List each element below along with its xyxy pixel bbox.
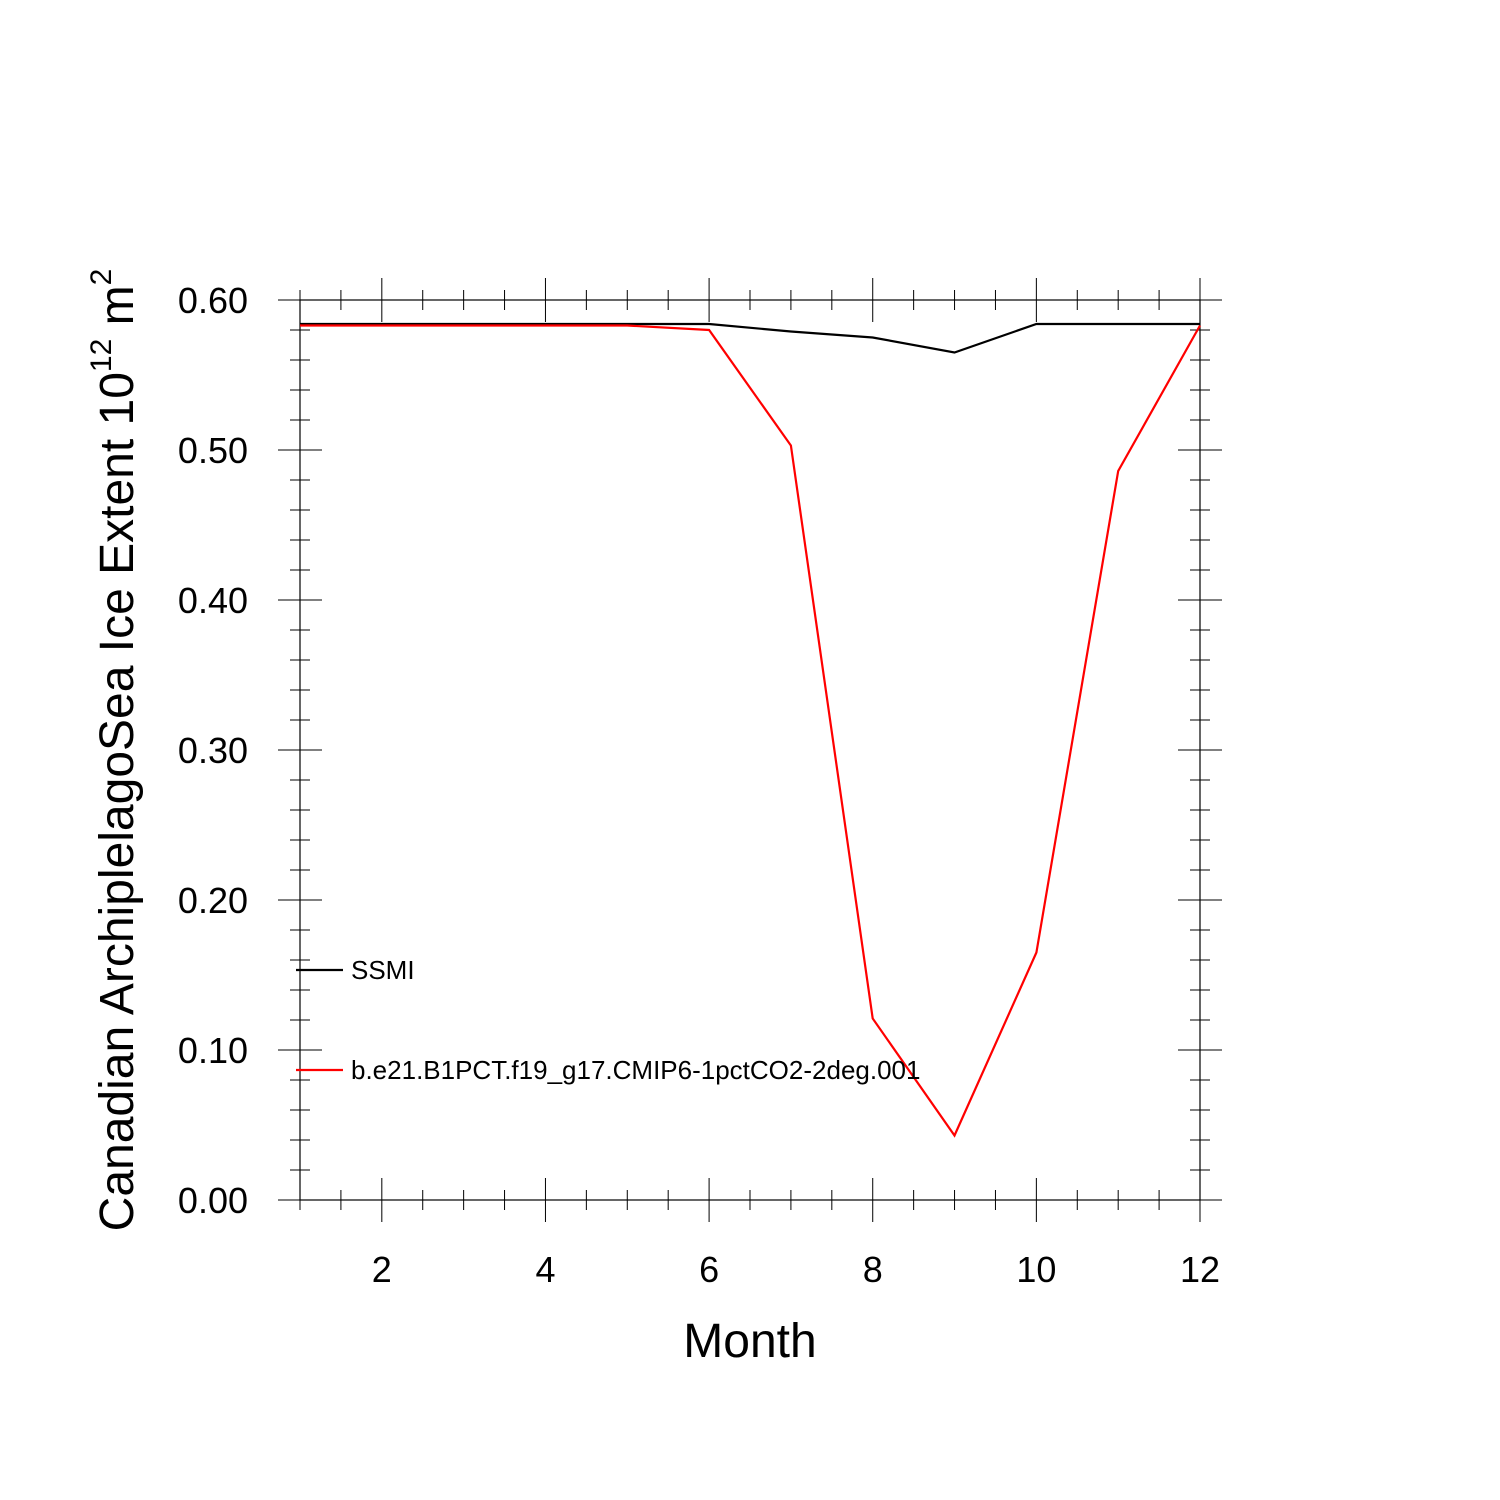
- y-tick-label: 0.30: [178, 730, 248, 771]
- y-tick-label: 0.00: [178, 1180, 248, 1221]
- y-tick-label: 0.40: [178, 580, 248, 621]
- x-axis-title: Month: [683, 1315, 816, 1368]
- x-tick-label: 12: [1180, 1249, 1220, 1290]
- legend-label-1: SSMI: [351, 955, 415, 985]
- x-tick-label: 10: [1016, 1249, 1056, 1290]
- x-tick-label: 6: [699, 1249, 719, 1290]
- axis-ticks: [278, 278, 1222, 1222]
- series-line-2: [300, 324, 1201, 1138]
- y-tick-label: 0.50: [178, 430, 248, 471]
- legend: SSMI b.e21.B1PCT.f19_g17.CMIP6-1pctCO2-2d…: [296, 955, 920, 1085]
- y-axis-title: Canadian ArchiplelagoSea Ice Extent 1012…: [85, 269, 144, 1232]
- x-tick-label: 8: [863, 1249, 883, 1290]
- y-axis-title-unit-exponent: 2: [85, 269, 118, 286]
- y-tick-label: 0.20: [178, 880, 248, 921]
- legend-label-2: b.e21.B1PCT.f19_g17.CMIP6-1pctCO2-2deg.0…: [351, 1055, 920, 1085]
- y-axis-title-exponent: 12: [85, 339, 118, 372]
- series-line-1: [300, 322, 1200, 354]
- tick-labels: 2 4 6 8 10 12 0.00 0.10 0.20 0.30 0.40 0.50 0.60: [178, 280, 1220, 1290]
- y-axis-title-unit: m: [91, 285, 144, 338]
- x-tick-label: 2: [372, 1249, 392, 1290]
- y-tick-label: 0.10: [178, 1030, 248, 1071]
- y-tick-label: 0.60: [178, 280, 248, 321]
- series-lines: [300, 322, 1201, 1138]
- x-tick-label: 4: [535, 1249, 555, 1290]
- y-axis-title-text: Canadian ArchiplelagoSea Ice Extent 10: [91, 372, 144, 1231]
